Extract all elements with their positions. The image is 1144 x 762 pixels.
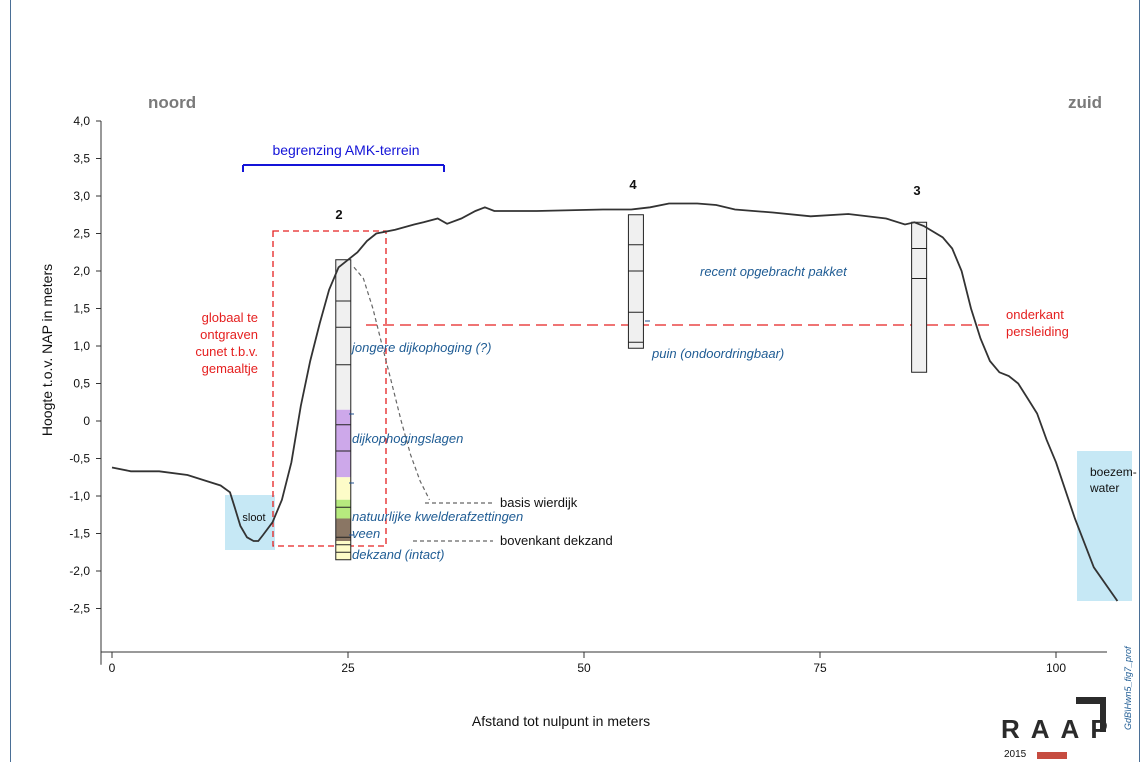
young-dike-label: jongere dijkophoging (?) xyxy=(350,340,491,355)
boring-number-2: 2 xyxy=(335,207,342,222)
top-sand-curve xyxy=(353,266,431,501)
svg-text:ontgraven: ontgraven xyxy=(200,327,258,342)
excavation-label: globaal te ontgraven cunet t.b.v. gemaal… xyxy=(195,310,258,376)
x-axis: 0 25 50 75 100 xyxy=(101,651,1107,675)
svg-text:globaal te: globaal te xyxy=(202,310,258,325)
y-tick-label: -1,0 xyxy=(69,489,90,503)
boring-layer xyxy=(335,499,351,519)
ditch-label: sloot xyxy=(242,512,265,524)
x-tick-label: 100 xyxy=(1046,661,1066,675)
raap-logo: RAAP 2015 xyxy=(1001,697,1119,760)
boring-layer xyxy=(628,214,644,349)
boring-layer xyxy=(335,518,351,541)
boring-layer xyxy=(335,541,351,560)
boring-outline xyxy=(911,221,928,373)
boring-3 xyxy=(911,221,928,373)
svg-text:boezem-: boezem- xyxy=(1090,465,1137,479)
svg-text:gemaaltje: gemaaltje xyxy=(202,361,258,376)
y-tick-label: 3,0 xyxy=(73,189,90,203)
x-axis-title: Afstand tot nulpunt in meters xyxy=(472,713,650,729)
boring-layer xyxy=(911,222,927,373)
boring-layer xyxy=(335,409,351,478)
y-tick-label: 2,5 xyxy=(73,227,90,241)
y-tick-label: -0,5 xyxy=(69,452,90,466)
y-tick-label: 1,0 xyxy=(73,339,90,353)
x-tick-label: 50 xyxy=(577,661,591,675)
y-tick-label: 0,5 xyxy=(73,377,90,391)
borings-group xyxy=(335,214,928,561)
peat-label: veen xyxy=(352,526,380,541)
y-tick-label: -1,5 xyxy=(69,527,90,541)
svg-text:cunet t.b.v.: cunet t.b.v. xyxy=(195,344,258,359)
y-axis: 4,0 3,5 3,0 2,5 2,0 1,5 1,0 0,5 0 -0,5 -1,0 -1,5 -2,… xyxy=(69,114,102,665)
x-tick-label: 0 xyxy=(109,661,116,675)
x-tick-label: 75 xyxy=(813,661,827,675)
amk-bracket xyxy=(242,164,445,172)
top-sand-label: bovenkant dekzand xyxy=(500,533,613,548)
excavation-box xyxy=(272,230,387,547)
boring-layer xyxy=(335,477,351,500)
y-tick-label: 4,0 xyxy=(73,114,90,128)
boring-2 xyxy=(335,259,352,561)
boring-number-4: 4 xyxy=(629,177,637,192)
boring-outline xyxy=(335,259,352,561)
svg-text:water: water xyxy=(1089,481,1119,495)
y-tick-label: -2,0 xyxy=(69,564,90,578)
year-label: 2015 xyxy=(1004,749,1027,760)
rubble-label: puin (ondoordringbaar) xyxy=(651,346,784,361)
y-tick-label: 3,5 xyxy=(73,152,90,166)
surface-profile xyxy=(111,202,1119,602)
tidal-label: natuurlijke kwelderafzettingen xyxy=(352,509,523,524)
y-tick-label: 0 xyxy=(83,414,90,428)
raap-logo-text: RAAP xyxy=(1001,714,1119,744)
pipeline-label: onderkant persleiding xyxy=(1006,307,1069,339)
recent-label: recent opgebracht pakket xyxy=(700,264,848,279)
y-tick-label: -2,5 xyxy=(69,602,90,616)
svg-text:persleiding: persleiding xyxy=(1006,324,1069,339)
y-tick-label: 1,5 xyxy=(73,302,90,316)
cover-sand-label: dekzand (intact) xyxy=(352,547,445,562)
water-label: boezem- water xyxy=(1089,465,1137,495)
amk-label: begrenzing AMK-terrein xyxy=(272,142,419,158)
north-label: noord xyxy=(148,93,196,112)
figure-frame xyxy=(10,0,1140,762)
boezem-water xyxy=(1077,451,1132,601)
x-tick-label: 25 xyxy=(341,661,355,675)
svg-text:onderkant: onderkant xyxy=(1006,307,1064,322)
boring-layer xyxy=(335,259,351,410)
y-tick-label: 2,0 xyxy=(73,264,90,278)
south-label: zuid xyxy=(1068,93,1102,112)
figure-code: GdB\Hwn5_fig7_prof xyxy=(1123,645,1133,730)
boring-outline xyxy=(627,214,644,349)
y-axis-title: Hoogte t.o.v. NAP in meters xyxy=(39,264,55,436)
base-dike-label: basis wierdijk xyxy=(500,495,578,510)
boring-number-3: 3 xyxy=(913,183,920,198)
layer-ticks xyxy=(349,320,650,536)
dike-layers-label: dijkophogingslagen xyxy=(352,431,463,446)
layer-labels: recent opgebracht pakket puin (ondoordri… xyxy=(350,264,848,562)
boring-4 xyxy=(627,214,644,349)
